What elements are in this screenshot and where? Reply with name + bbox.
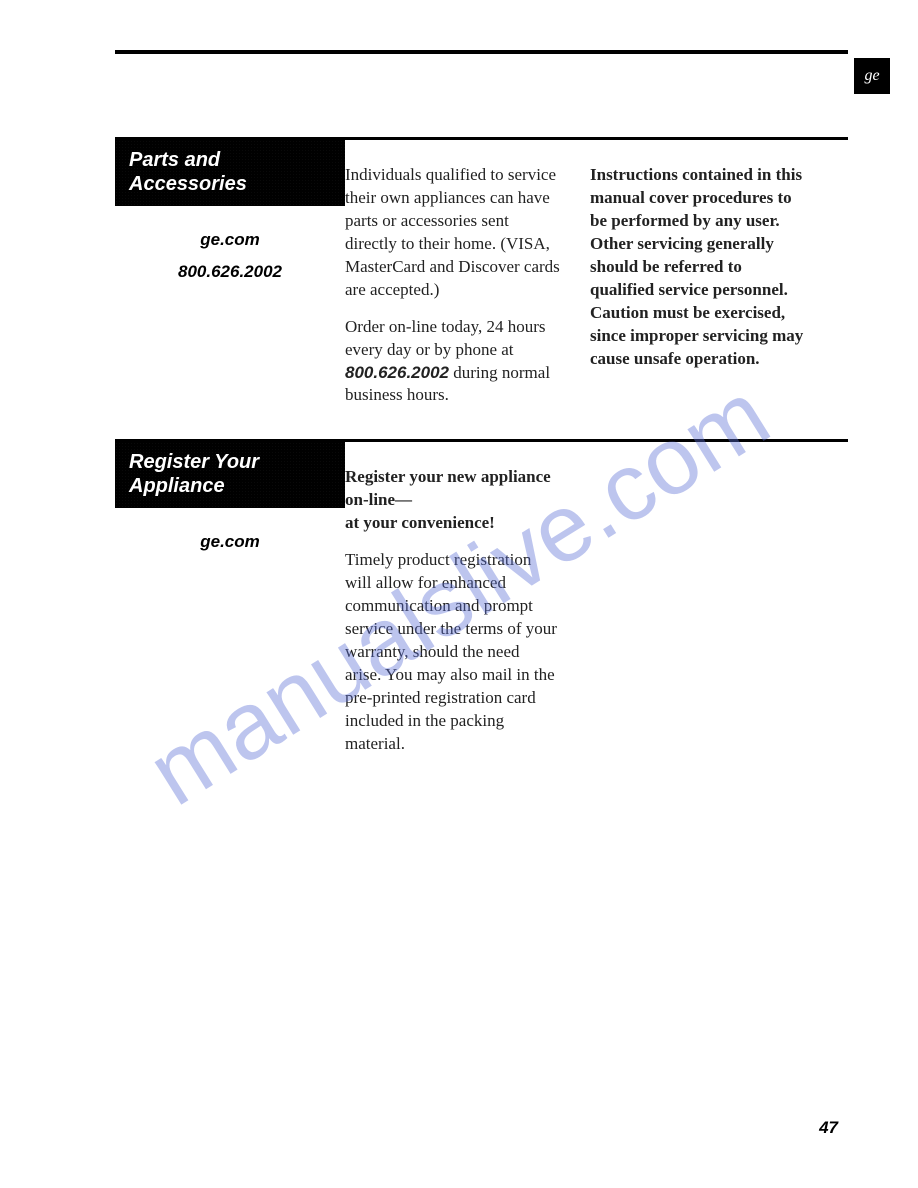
text: Order on-line today, 24 hours every day … <box>345 317 546 359</box>
inline-phone: 800.626.2002 <box>345 363 449 382</box>
column-2: Instructions contained in this manual co… <box>590 164 805 421</box>
url-text: ge.com <box>125 526 335 558</box>
phone-text: 800.626.2002 <box>125 256 335 288</box>
top-rule <box>115 50 848 54</box>
paragraph-bold: Instructions contained in this manual co… <box>590 164 805 370</box>
left-info: ge.com 800.626.2002 <box>115 206 345 289</box>
logo-text: ge <box>864 67 879 85</box>
url-text: ge.com <box>125 224 335 256</box>
left-info: ge.com <box>115 508 345 558</box>
left-column: Parts and Accessories ge.com 800.626.200… <box>115 140 345 421</box>
header-line: Register Your <box>129 450 331 474</box>
ge-logo: ge <box>854 58 890 94</box>
header-line: Appliance <box>129 474 331 498</box>
left-column: Register Your Appliance ge.com <box>115 442 345 769</box>
section-register-appliance: Register Your Appliance ge.com Register … <box>115 442 848 769</box>
text: at your convenience! <box>345 513 495 532</box>
content-columns: Individuals qualified to service their o… <box>345 140 848 421</box>
paragraph: Order on-line today, 24 hours every day … <box>345 316 560 408</box>
column-1: Individuals qualified to service their o… <box>345 164 560 421</box>
paragraph-heading: Register your new appliance on-line— at … <box>345 466 560 535</box>
page-number: 47 <box>819 1118 838 1138</box>
section-header-parts: Parts and Accessories <box>115 140 345 206</box>
paragraph: Timely product registration will allow f… <box>345 549 560 755</box>
content-columns: Register your new appliance on-line— at … <box>345 442 848 769</box>
section-header-register: Register Your Appliance <box>115 442 345 508</box>
header-line: Parts and <box>129 148 331 172</box>
column-2-empty <box>590 466 805 769</box>
column-1: Register your new appliance on-line— at … <box>345 466 560 769</box>
section-parts-accessories: Parts and Accessories ge.com 800.626.200… <box>115 140 848 421</box>
text: Register your new appliance on-line— <box>345 467 551 509</box>
paragraph: Individuals qualified to service their o… <box>345 164 560 302</box>
header-line: Accessories <box>129 172 331 196</box>
